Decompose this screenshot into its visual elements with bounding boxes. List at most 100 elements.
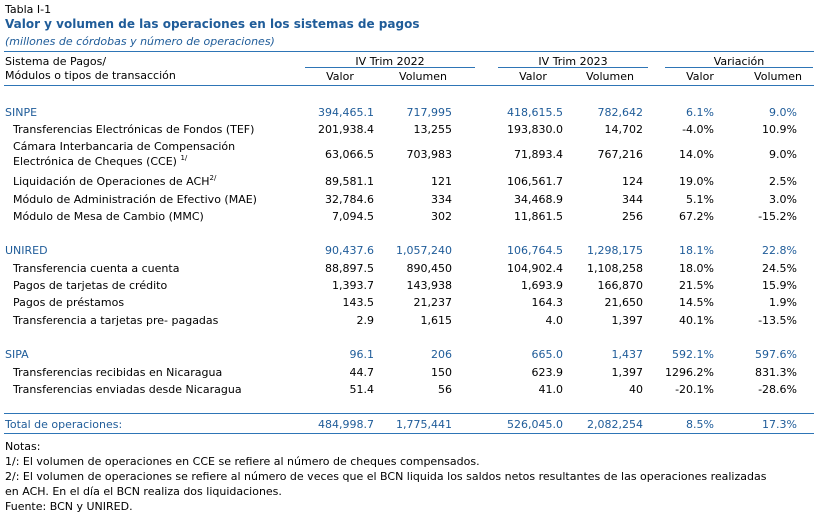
total-top-rule	[4, 413, 814, 414]
cell-variacion-valor: 5.1%	[686, 193, 714, 206]
footnote-marker: 2/	[209, 174, 217, 182]
cell-variacion-volumen: -28.6%	[758, 383, 797, 396]
row-label: Transferencias recibidas en Nicaragua	[13, 366, 223, 379]
cell-variacion-volumen: -15.2%	[758, 210, 797, 223]
cell-valor-2023: 106,561.7	[507, 175, 563, 188]
cell-valor-2023: 41.0	[538, 383, 564, 396]
cell-valor-2023: 665.0	[531, 348, 564, 361]
group-2022-rule	[305, 67, 475, 68]
cell-valor-2022: 201,938.4	[318, 123, 374, 136]
cell-valor-2022: 89,581.1	[325, 175, 374, 188]
cell-variacion-valor: 21.5%	[679, 279, 714, 292]
cell-volumen-2023: 124	[622, 175, 643, 188]
header-volumen-var: Volumen	[754, 70, 802, 83]
cell-valor-2023: 71,893.4	[514, 148, 563, 161]
cell-volumen-2023: 1,437	[611, 348, 644, 361]
header-label-1: Sistema de Pagos/	[5, 55, 107, 68]
cell-variacion-volumen: -13.5%	[758, 314, 797, 327]
cell-valor-2022: 32,784.6	[325, 193, 374, 206]
row-label: Transferencias Electrónicas de Fondos (T…	[13, 123, 255, 136]
row-label: Transferencia a tarjetas pre- pagadas	[13, 314, 219, 327]
cell-volumen-2022: 1,775,441	[396, 418, 452, 431]
cell-variacion-valor: 14.0%	[679, 148, 714, 161]
cell-variacion-volumen: 597.6%	[755, 348, 797, 361]
row-label: Pagos de préstamos	[13, 296, 125, 309]
cell-volumen-2022: 1,615	[420, 314, 453, 327]
header-volumen-2022: Volumen	[399, 70, 447, 83]
cell-valor-2023: 418,615.5	[507, 106, 563, 119]
cell-valor-2023: 164.3	[531, 296, 564, 309]
cell-volumen-2022: 150	[431, 366, 452, 379]
cell-valor-2022: 51.4	[349, 383, 375, 396]
cell-volumen-2023: 256	[622, 210, 643, 223]
header-bottom-rule	[4, 85, 814, 86]
header-top-rule	[4, 51, 814, 52]
row-label: Módulo de Administración de Efectivo (MA…	[13, 193, 257, 206]
cell-volumen-2022: 206	[431, 348, 452, 361]
header-group-2023: IV Trim 2023	[538, 55, 608, 68]
table-subtitle: (millones de córdobas y número de operac…	[5, 35, 275, 48]
note-2-line-1: 2/: El volumen de operaciones se refiere…	[5, 470, 767, 483]
cell-volumen-2023: 1,397	[611, 366, 644, 379]
cell-volumen-2023: 40	[629, 383, 643, 396]
cell-variacion-volumen: 9.0%	[769, 106, 797, 119]
cell-volumen-2022: 334	[431, 193, 452, 206]
cell-valor-2022: 96.1	[349, 348, 375, 361]
cell-volumen-2022: 302	[431, 210, 452, 223]
cell-variacion-valor: 18.0%	[679, 262, 714, 275]
cell-variacion-volumen: 22.8%	[762, 244, 797, 257]
footnote-marker: 1/	[180, 154, 188, 162]
cell-valor-2022: 2.9	[356, 314, 375, 327]
cell-volumen-2023: 1,108,258	[587, 262, 643, 275]
cell-valor-2023: 11,861.5	[514, 210, 563, 223]
cell-valor-2023: 623.9	[531, 366, 564, 379]
group-variacion-rule	[665, 67, 813, 68]
cell-variacion-valor: 67.2%	[679, 210, 714, 223]
cell-volumen-2022: 21,237	[413, 296, 453, 309]
row-label-line-2: Electrónica de Cheques (CCE) 1/	[13, 154, 188, 169]
cell-variacion-valor: 40.1%	[679, 314, 714, 327]
row-label: Transferencia cuenta a cuenta	[13, 262, 180, 275]
cell-valor-2022: 484,998.7	[318, 418, 374, 431]
cell-variacion-volumen: 10.9%	[762, 123, 797, 136]
cell-valor-2023: 193,830.0	[507, 123, 563, 136]
cell-volumen-2023: 1,298,175	[587, 244, 643, 257]
row-label: Módulo de Mesa de Cambio (MMC)	[13, 210, 204, 223]
row-label-line-1: Cámara Interbancaria de Compensación	[13, 140, 236, 153]
cell-variacion-volumen: 9.0%	[769, 148, 797, 161]
cell-volumen-2023: 2,082,254	[587, 418, 643, 431]
cell-volumen-2023: 21,650	[604, 296, 644, 309]
header-group-variacion: Variación	[713, 55, 765, 68]
cell-volumen-2023: 1,397	[611, 314, 644, 327]
cell-volumen-2022: 121	[431, 175, 452, 188]
cell-volumen-2023: 767,216	[597, 148, 644, 161]
cell-volumen-2023: 14,702	[604, 123, 644, 136]
cell-variacion-volumen: 2.5%	[769, 175, 797, 188]
cell-volumen-2023: 344	[622, 193, 643, 206]
cell-variacion-volumen: 24.5%	[762, 262, 797, 275]
cell-variacion-valor: 19.0%	[679, 175, 714, 188]
cell-variacion-valor: -20.1%	[675, 383, 714, 396]
row-label-text: Liquidación de Operaciones de ACH	[13, 175, 210, 188]
cell-valor-2022: 88,897.5	[325, 262, 374, 275]
cell-valor-2023: 104,902.4	[507, 262, 563, 275]
table-title: Valor y volumen de las operaciones en lo…	[5, 17, 420, 31]
cell-valor-2023: 34,468.9	[514, 193, 563, 206]
note-2-line-2: en ACH. En el día el BCN realiza dos liq…	[5, 485, 282, 498]
section-label-unired: UNIRED	[5, 244, 48, 257]
cell-volumen-2022: 143,938	[406, 279, 453, 292]
cell-valor-2023: 1,693.9	[521, 279, 563, 292]
row-label: Pagos de tarjetas de crédito	[13, 279, 168, 292]
cell-valor-2023: 4.0	[545, 314, 564, 327]
cell-variacion-valor: -4.0%	[682, 123, 714, 136]
header-label-2: Módulos o tipos de transacción	[5, 69, 176, 82]
row-label-text: Electrónica de Cheques (CCE)	[13, 155, 177, 168]
cell-valor-2022: 143.5	[342, 296, 375, 309]
cell-variacion-valor: 1296.2%	[665, 366, 714, 379]
section-label-sipa: SIPA	[5, 348, 29, 361]
cell-volumen-2023: 782,642	[597, 106, 644, 119]
cell-volumen-2023: 166,870	[597, 279, 644, 292]
cell-valor-2022: 394,465.1	[318, 106, 374, 119]
header-valor-2023: Valor	[519, 70, 547, 83]
cell-variacion-valor: 8.5%	[686, 418, 714, 431]
